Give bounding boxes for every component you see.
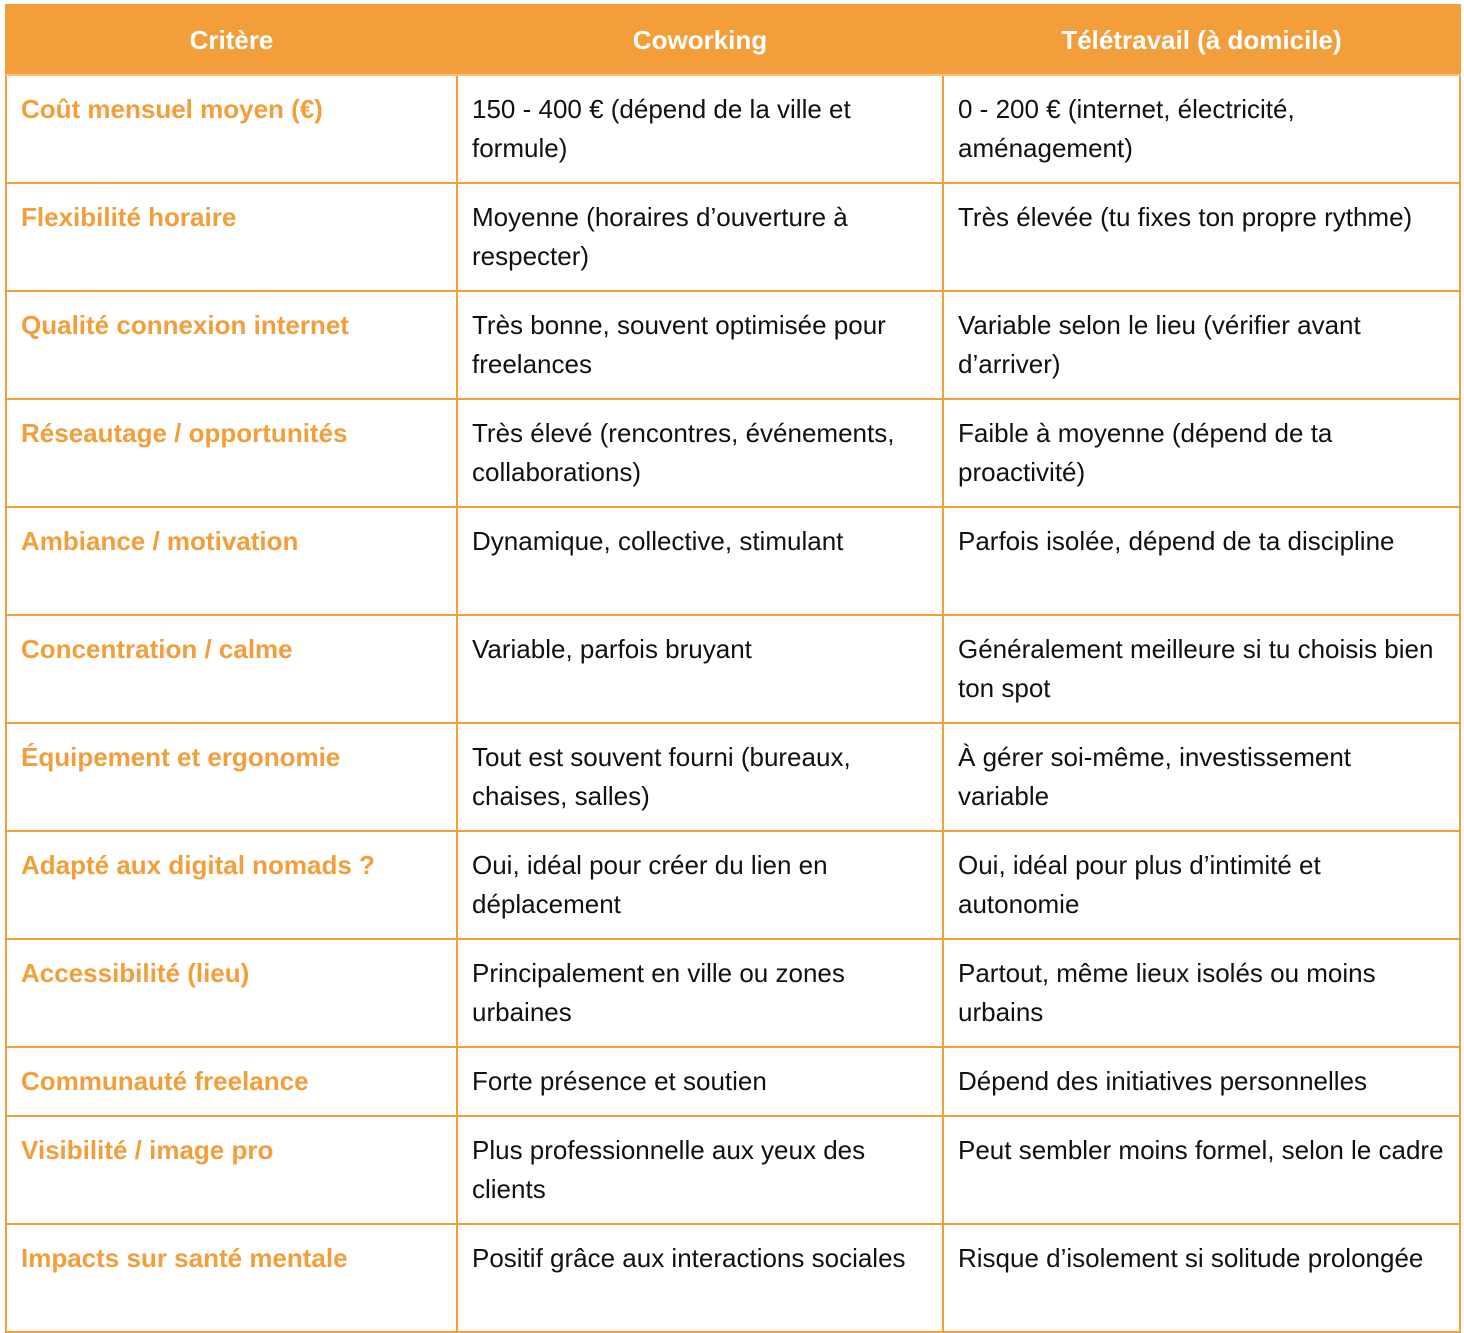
criterion-cell: Adapté aux digital nomads ? xyxy=(5,830,458,940)
criterion-cell: Communauté freelance xyxy=(5,1046,458,1117)
teletravail-cell: Variable selon le lieu (vérifier avant d… xyxy=(942,290,1461,400)
criterion-cell: Ambiance / motivation xyxy=(5,506,458,616)
teletravail-cell: 0 - 200 € (internet, électricité, aménag… xyxy=(942,74,1461,184)
table-row: Communauté freelance Forte présence et s… xyxy=(5,1046,1461,1117)
table-row: Flexibilité horaire Moyenne (horaires d’… xyxy=(5,182,1461,292)
criterion-cell: Flexibilité horaire xyxy=(5,182,458,292)
coworking-cell: Dynamique, collective, stimulant xyxy=(456,506,944,616)
coworking-cell: Moyenne (horaires d’ouverture à respecte… xyxy=(456,182,944,292)
criterion-cell: Qualité connexion internet xyxy=(5,290,458,400)
criterion-cell: Accessibilité (lieu) xyxy=(5,938,458,1048)
teletravail-cell: Peut sembler moins formel, selon le cadr… xyxy=(942,1115,1461,1225)
comparison-table: Critère Coworking Télétravail (à domicil… xyxy=(5,4,1461,1333)
teletravail-cell: Risque d’isolement si solitude prolongée xyxy=(942,1223,1461,1333)
criterion-cell: Visibilité / image pro xyxy=(5,1115,458,1225)
table-row: Équipement et ergonomie Tout est souvent… xyxy=(5,722,1461,832)
header-row: Critère Coworking Télétravail (à domicil… xyxy=(5,4,1461,76)
coworking-cell: Plus professionnelle aux yeux des client… xyxy=(456,1115,944,1225)
table-row: Qualité connexion internet Très bonne, s… xyxy=(5,290,1461,400)
coworking-cell: Très bonne, souvent optimisée pour freel… xyxy=(456,290,944,400)
coworking-cell: Tout est souvent fourni (bureaux, chaise… xyxy=(456,722,944,832)
table-row: Réseautage / opportunités Très élevé (re… xyxy=(5,398,1461,508)
coworking-cell: Variable, parfois bruyant xyxy=(456,614,944,724)
teletravail-cell: Généralement meilleure si tu choisis bie… xyxy=(942,614,1461,724)
criterion-cell: Équipement et ergonomie xyxy=(5,722,458,832)
teletravail-cell: Partout, même lieux isolés ou moins urba… xyxy=(942,938,1461,1048)
teletravail-cell: Dépend des initiatives personnelles xyxy=(942,1046,1461,1117)
coworking-cell: Forte présence et soutien xyxy=(456,1046,944,1117)
header-teletravail: Télétravail (à domicile) xyxy=(942,4,1461,76)
coworking-cell: Positif grâce aux interactions sociales xyxy=(456,1223,944,1333)
criterion-cell: Impacts sur santé mentale xyxy=(5,1223,458,1333)
teletravail-cell: Très élevée (tu fixes ton propre rythme) xyxy=(942,182,1461,292)
coworking-cell: Très élevé (rencontres, événements, coll… xyxy=(456,398,944,508)
table-row: Ambiance / motivation Dynamique, collect… xyxy=(5,506,1461,616)
teletravail-cell: Parfois isolée, dépend de ta discipline xyxy=(942,506,1461,616)
coworking-cell: Principalement en ville ou zones urbaine… xyxy=(456,938,944,1048)
teletravail-cell: À gérer soi-même, investissement variabl… xyxy=(942,722,1461,832)
table-row: Coût mensuel moyen (€) 150 - 400 € (dépe… xyxy=(5,74,1461,184)
criterion-cell: Concentration / calme xyxy=(5,614,458,724)
table-row: Visibilité / image pro Plus professionne… xyxy=(5,1115,1461,1225)
table-row: Adapté aux digital nomads ? Oui, idéal p… xyxy=(5,830,1461,940)
header-critere: Critère xyxy=(5,4,458,76)
coworking-cell: 150 - 400 € (dépend de la ville et formu… xyxy=(456,74,944,184)
coworking-cell: Oui, idéal pour créer du lien en déplace… xyxy=(456,830,944,940)
criterion-cell: Coût mensuel moyen (€) xyxy=(5,74,458,184)
table-row: Impacts sur santé mentale Positif grâce … xyxy=(5,1223,1461,1333)
table-row: Accessibilité (lieu) Principalement en v… xyxy=(5,938,1461,1048)
teletravail-cell: Oui, idéal pour plus d’intimité et auton… xyxy=(942,830,1461,940)
teletravail-cell: Faible à moyenne (dépend de ta proactivi… xyxy=(942,398,1461,508)
table-row: Concentration / calme Variable, parfois … xyxy=(5,614,1461,724)
header-coworking: Coworking xyxy=(456,4,944,76)
criterion-cell: Réseautage / opportunités xyxy=(5,398,458,508)
